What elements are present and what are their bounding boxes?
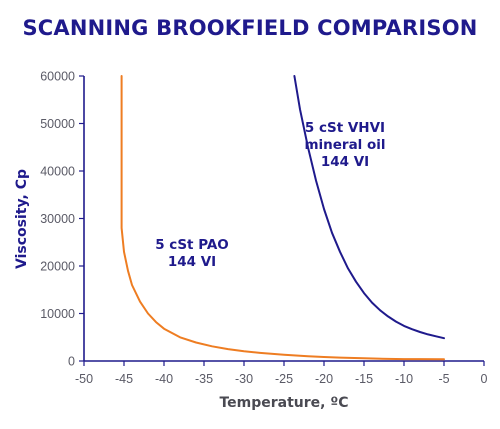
x-tick-label: -40	[155, 372, 173, 386]
chart-marks: -50 -45 -40 -35 -30 -25 -20 -15 -10 -5 00100002000…	[40, 70, 487, 387]
y-tick-label: 40000	[40, 165, 75, 179]
y-tick-label: 0	[68, 355, 75, 369]
series-label-0-line-1: 144 VI	[168, 254, 216, 270]
series-label-1-line-1: mineral oil	[304, 137, 385, 153]
y-axis-title-group: Viscosity, Cp	[14, 169, 30, 269]
series-line-0	[120, 75, 445, 361]
y-tick-label: 60000	[40, 70, 75, 84]
x-tick-label: -35	[195, 372, 213, 386]
y-tick-label: 30000	[40, 212, 75, 226]
x-tick-label: -20	[315, 372, 333, 386]
series-label-1-line-2: 144 VI	[321, 154, 369, 170]
x-tick-label: -50	[75, 372, 93, 386]
series-line-1	[293, 75, 445, 340]
x-tick-label: -10	[395, 372, 413, 386]
y-tick-label: 50000	[40, 117, 75, 131]
y-axis-title: Viscosity, Cp	[14, 169, 30, 269]
series-label-1-line-0: 5 cSt VHVI	[305, 120, 385, 136]
x-tick-label: -5	[438, 372, 449, 386]
x-tick-label: -15	[355, 372, 373, 386]
x-tick-label: -45	[115, 372, 133, 386]
series-label-0-line-0: 5 cSt PAO	[155, 237, 229, 253]
x-tick-label: 0	[481, 372, 488, 386]
x-tick-label: -30	[235, 372, 253, 386]
y-tick-label: 20000	[40, 260, 75, 274]
x-axis-title: Temperature, ºC	[219, 395, 348, 411]
y-tick-label: 10000	[40, 307, 75, 321]
x-tick-label: -25	[275, 372, 293, 386]
chart-title: SCANNING BROOKFIELD COMPARISON	[22, 16, 478, 40]
